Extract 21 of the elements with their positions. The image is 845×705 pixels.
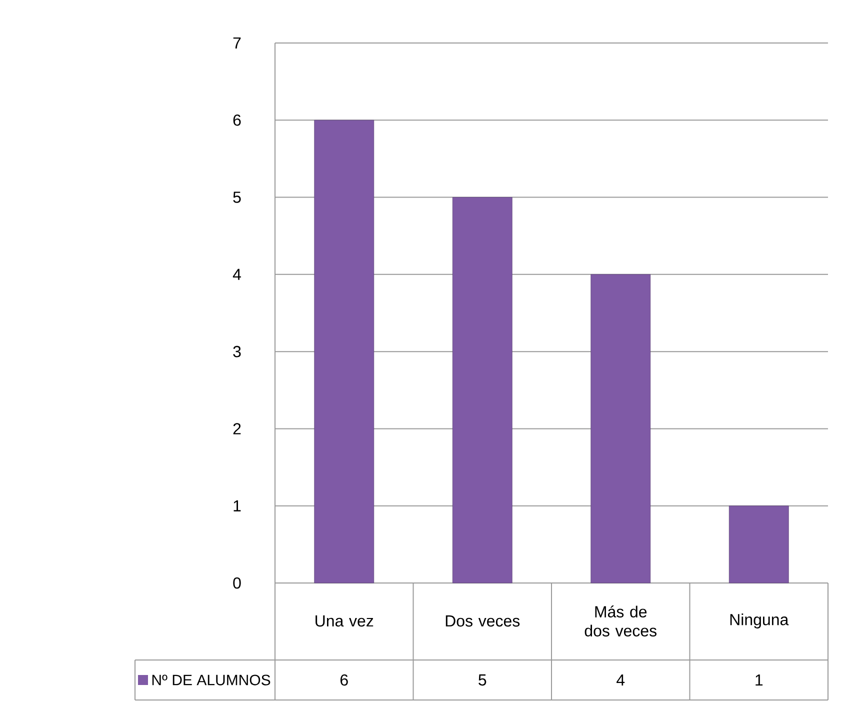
y-tick-label: 0 bbox=[233, 577, 241, 589]
bar bbox=[728, 506, 789, 584]
x-tick-label: Más de dos veces bbox=[584, 606, 656, 636]
y-tick-label: 3 bbox=[233, 346, 241, 358]
data-label: 4 bbox=[616, 674, 625, 686]
y-tick-label: 1 bbox=[234, 500, 241, 512]
x-tick-label: Dos veces bbox=[446, 615, 520, 627]
y-tick-label: 5 bbox=[233, 192, 241, 203]
data-label: 6 bbox=[340, 674, 348, 686]
data-label: 5 bbox=[478, 674, 486, 686]
legend-label: Nº DE ALUMNOS bbox=[152, 674, 270, 686]
x-tick-label: Ninguna bbox=[730, 614, 789, 628]
y-tick-label: 7 bbox=[233, 37, 241, 49]
x-tick-label: Una vez bbox=[316, 615, 374, 627]
bar bbox=[314, 120, 374, 584]
y-tick-label: 4 bbox=[232, 268, 241, 280]
bar bbox=[590, 274, 651, 584]
bar bbox=[452, 197, 512, 584]
data-label: 1 bbox=[756, 674, 763, 686]
y-tick-label: 2 bbox=[233, 423, 241, 434]
y-tick-label: 6 bbox=[233, 114, 241, 126]
